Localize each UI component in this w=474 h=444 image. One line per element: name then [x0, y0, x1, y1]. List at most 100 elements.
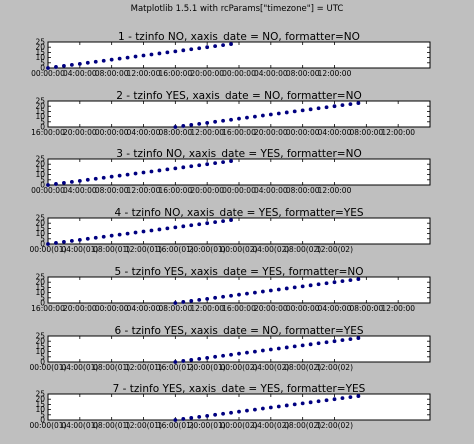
data-point — [54, 241, 58, 245]
x-tick-label: 12:00:00 — [190, 304, 224, 313]
data-point — [109, 233, 114, 238]
data-point — [197, 414, 202, 419]
x-tick-label: 08:00:00 — [95, 186, 129, 195]
data-point — [324, 281, 329, 286]
data-point — [332, 339, 337, 344]
data-point — [284, 110, 289, 115]
x-tick-label: 04:00(01) — [61, 245, 98, 254]
axes-frame — [47, 100, 431, 128]
data-point — [213, 119, 218, 124]
x-tick-label: 00:00:00 — [95, 304, 129, 313]
x-tick-label: 12:00:00 — [381, 128, 415, 137]
axes-frame — [47, 276, 431, 304]
data-point — [197, 356, 202, 361]
data-point — [149, 169, 154, 174]
data-point — [292, 285, 297, 290]
data-point — [117, 56, 122, 61]
data-point — [284, 286, 289, 291]
y-tick-label: 0 — [40, 299, 45, 308]
x-tick-label: 16:00(01) — [157, 421, 194, 430]
x-tick-label: 08:00(01) — [93, 421, 130, 430]
x-tick-label: 00:00(01) — [29, 363, 66, 372]
data-point — [157, 51, 162, 56]
data-point — [165, 50, 170, 55]
x-tick-label: 04:00(02) — [252, 421, 289, 430]
data-point — [133, 54, 138, 59]
data-point — [237, 351, 241, 356]
data-point — [101, 175, 106, 180]
x-tick-label: 04:00:00 — [63, 186, 97, 195]
x-tick-label: 08:00:00 — [286, 186, 320, 195]
data-point — [213, 44, 218, 49]
data-point — [85, 236, 90, 241]
subplot-title: 5 - tzinfo YES, xaxis_date = YES, format… — [114, 266, 363, 278]
y-tick-label: 25 — [35, 214, 45, 223]
y-tick-label: 25 — [35, 390, 45, 399]
data-point — [229, 352, 233, 357]
subplot-title: 3 - tzinfo NO, xaxis_date = YES, formatt… — [116, 148, 361, 160]
y-tick-label: 20 — [35, 43, 45, 52]
data-point — [205, 296, 210, 301]
data-point — [62, 64, 66, 68]
data-point — [324, 340, 329, 345]
x-tick-label: 16:00:00 — [158, 69, 192, 78]
data-point — [157, 227, 162, 232]
data-point — [245, 291, 249, 296]
data-point — [292, 344, 297, 349]
y-tick-label: 10 — [35, 405, 45, 414]
x-tick-label: 12:00(01) — [125, 363, 162, 372]
x-tick-label: 12:00(01) — [125, 421, 162, 430]
data-point — [221, 411, 225, 416]
x-tick-label: 04:00(01) — [61, 421, 98, 430]
y-tick-label: 0 — [40, 240, 45, 249]
data-point — [253, 114, 257, 119]
data-point — [292, 402, 297, 407]
data-point — [197, 121, 202, 126]
data-point — [237, 116, 241, 121]
data-point — [253, 290, 257, 295]
subplot-title: 2 - tzinfo YES, xaxis_date = NO, formatt… — [116, 90, 361, 102]
data-point — [260, 113, 265, 118]
data-point — [181, 124, 186, 128]
data-point — [348, 102, 353, 107]
data-point — [149, 52, 154, 57]
data-point — [332, 280, 337, 285]
data-point — [229, 159, 233, 163]
y-tick-label: 0 — [40, 64, 45, 73]
data-point — [197, 163, 202, 168]
x-tick-label: 04:00:00 — [254, 69, 288, 78]
data-point — [356, 101, 361, 105]
data-point — [276, 111, 281, 116]
data-point — [300, 343, 305, 348]
data-point — [141, 170, 146, 175]
x-tick-label: 00:00(02) — [220, 421, 257, 430]
x-tick-label: 04:00:00 — [63, 69, 97, 78]
data-point — [340, 279, 345, 284]
data-point — [157, 168, 162, 173]
data-point — [316, 399, 321, 404]
data-point — [237, 292, 241, 297]
data-point — [276, 287, 281, 292]
y-tick-label: 5 — [40, 117, 45, 126]
x-tick-label: 20:00:00 — [190, 186, 224, 195]
data-point — [189, 47, 194, 52]
data-point — [189, 358, 194, 362]
data-point — [260, 406, 265, 411]
x-tick-label: 12:00:00 — [127, 186, 161, 195]
x-tick-label: 00:00(02) — [220, 245, 257, 254]
data-point — [205, 162, 210, 167]
data-point — [268, 405, 273, 410]
x-tick-label: 08:00(01) — [93, 245, 130, 254]
x-tick-label: 08:00:00 — [95, 69, 129, 78]
y-tick-label: 15 — [35, 224, 45, 233]
x-tick-label: 08:00:00 — [286, 69, 320, 78]
x-tick-label: 00:00:00 — [286, 304, 320, 313]
data-point — [173, 225, 178, 230]
data-point — [221, 353, 225, 358]
x-tick-label: 00:00(01) — [29, 245, 66, 254]
data-point — [221, 219, 225, 224]
subplot-title: 1 - tzinfo NO, xaxis_date = NO, formatte… — [118, 31, 360, 43]
x-tick-label: 04:00(02) — [252, 245, 289, 254]
data-point — [141, 229, 146, 234]
